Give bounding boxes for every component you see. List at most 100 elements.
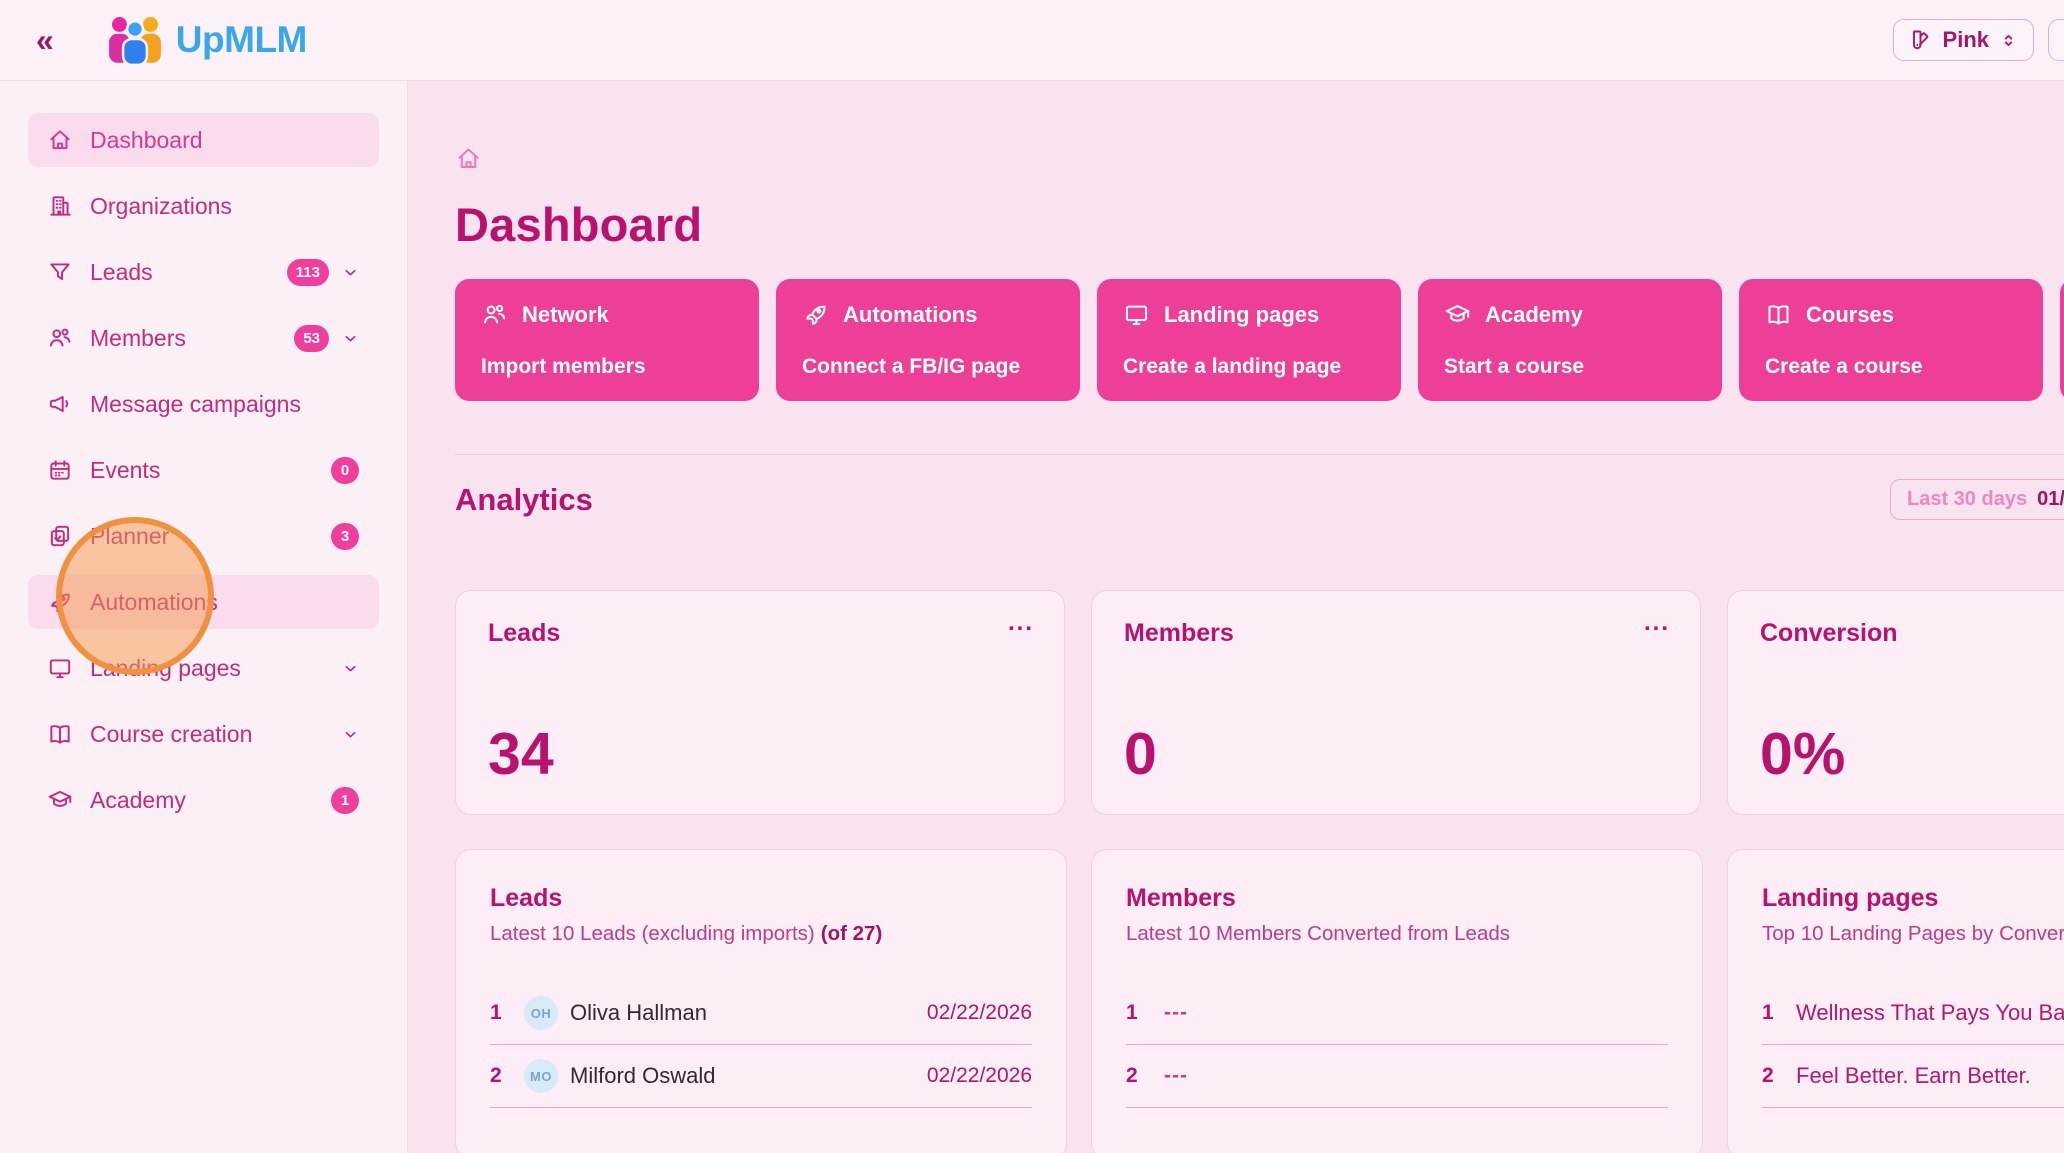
quick-action-landing-pages[interactable]: Landing pages Create a landing page bbox=[1097, 279, 1401, 401]
row-rank: 2 bbox=[1762, 1064, 1774, 1087]
app-logo[interactable]: UpMLM bbox=[106, 14, 307, 66]
sidebar-item-events[interactable]: Events 0 bbox=[28, 443, 379, 497]
monitor-icon bbox=[47, 655, 73, 681]
quick-action-academy[interactable]: Academy Start a course bbox=[1418, 279, 1722, 401]
sidebar-item-message-campaigns[interactable]: Message campaigns bbox=[28, 377, 379, 431]
sidebar-item-label: Leads bbox=[90, 258, 153, 285]
sidebar-item-organizations[interactable]: Organizations bbox=[28, 179, 379, 233]
sidebar-item-dashboard[interactable]: Dashboard bbox=[28, 113, 379, 167]
member-row: 2 --- bbox=[1126, 1045, 1668, 1107]
avatar: OH bbox=[524, 996, 558, 1030]
list-subtitle-text: Top 10 Landing Pages by Convers bbox=[1762, 922, 2064, 945]
chevron-down-icon bbox=[342, 264, 359, 281]
sidebar-item-planner[interactable]: Planner 3 bbox=[28, 509, 379, 563]
list-card-leads: Leads Latest 10 Leads (excluding imports… bbox=[455, 849, 1067, 1153]
events-count-badge: 0 bbox=[331, 456, 359, 484]
avatar: MO bbox=[524, 1059, 558, 1093]
megaphone-icon bbox=[47, 391, 73, 417]
row-divider bbox=[1126, 1107, 1668, 1108]
stat-title: Leads bbox=[488, 619, 561, 647]
analytics-header: Analytics Last 30 days 01/2 bbox=[455, 479, 2064, 520]
card-menu-icon[interactable]: ... bbox=[1007, 609, 1034, 636]
quick-action-subtitle: Create a course bbox=[1765, 355, 1923, 378]
chevron-down-icon bbox=[342, 660, 359, 677]
sidebar-item-landing-pages[interactable]: Landing pages bbox=[28, 641, 379, 695]
list-subtitle: Top 10 Landing Pages by Convers bbox=[1762, 922, 2064, 946]
chevron-down-icon bbox=[342, 330, 359, 347]
sidebar-item-label: Dashboard bbox=[90, 126, 203, 153]
upmlm-people-icon bbox=[106, 14, 164, 66]
topbar-extra-button[interactable] bbox=[2048, 19, 2064, 61]
breadcrumb-home-icon[interactable] bbox=[455, 145, 482, 172]
lead-date: 02/22/2026 bbox=[926, 1064, 1032, 1087]
book-open-icon bbox=[1765, 301, 1792, 328]
quick-action-automations[interactable]: Automations Connect a FB/IG page bbox=[776, 279, 1080, 401]
swatchbook-icon bbox=[1909, 28, 1933, 52]
analytics-lists-row: Leads Latest 10 Leads (excluding imports… bbox=[455, 849, 2064, 1153]
lead-date: 02/22/2026 bbox=[926, 1001, 1032, 1024]
row-rank: 1 bbox=[1126, 1001, 1138, 1024]
page-title: Dashboard bbox=[455, 198, 703, 251]
date-range-selector[interactable]: Last 30 days 01/2 bbox=[1890, 479, 2064, 520]
sidebar-item-label: Message campaigns bbox=[90, 390, 301, 417]
card-menu-icon[interactable]: ... bbox=[1643, 609, 1670, 636]
sidebar-item-label: Events bbox=[90, 456, 161, 483]
users-icon bbox=[47, 325, 73, 351]
quick-action-title: Academy bbox=[1485, 301, 1583, 327]
section-divider bbox=[455, 454, 2064, 455]
list-subtitle-total: (of 27) bbox=[820, 922, 883, 945]
quick-action-title: Automations bbox=[843, 301, 978, 327]
lead-row[interactable]: 2 MO Milford Oswald 02/22/2026 bbox=[490, 1045, 1032, 1107]
sidebar-item-course-creation[interactable]: Course creation bbox=[28, 707, 379, 761]
sidebar-item-members[interactable]: Members 53 bbox=[28, 311, 379, 365]
sidebar-item-academy[interactable]: Academy 1 bbox=[28, 773, 379, 827]
quick-action-subtitle: Start a course bbox=[1444, 355, 1585, 378]
stat-title: Conversion bbox=[1760, 619, 1898, 647]
list-subtitle-text: Latest 10 Members Converted from Leads bbox=[1126, 922, 1510, 945]
row-rank: 2 bbox=[1126, 1064, 1138, 1087]
row-divider bbox=[490, 1107, 1032, 1108]
landing-page-name: Feel Better. Earn Better. bbox=[1796, 1063, 2031, 1088]
stat-card-conversion: Conversion 0% bbox=[1727, 590, 2064, 815]
row-divider bbox=[490, 1044, 1032, 1045]
home-icon bbox=[47, 127, 73, 153]
member-placeholder: --- bbox=[1164, 1064, 1188, 1087]
main-content: Dashboard Network Import members bbox=[408, 81, 2064, 1153]
landing-page-row[interactable]: 1 Wellness That Pays You Back bbox=[1762, 982, 2064, 1044]
sidebar-collapse-button[interactable]: « bbox=[36, 22, 54, 58]
sidebar-item-label: Planner bbox=[90, 522, 170, 549]
list-subtitle: Latest 10 Members Converted from Leads bbox=[1126, 922, 1668, 946]
topbar-actions: Pink bbox=[1892, 19, 2064, 61]
sidebar-item-label: Landing pages bbox=[90, 654, 241, 681]
row-rank: 1 bbox=[490, 1001, 502, 1024]
lead-name: Milford Oswald bbox=[570, 1063, 716, 1088]
chevron-down-icon bbox=[342, 726, 359, 743]
graduation-cap-icon bbox=[1444, 301, 1471, 328]
quick-action-network[interactable]: Network Import members bbox=[455, 279, 759, 401]
landing-page-row[interactable]: 2 Feel Better. Earn Better. bbox=[1762, 1045, 2064, 1107]
sidebar-item-automations[interactable]: Automations bbox=[28, 575, 379, 629]
stat-value: 34 bbox=[488, 721, 554, 787]
quick-action-courses[interactable]: Courses Create a course bbox=[1739, 279, 2043, 401]
list-subtitle-text: Latest 10 Leads (excluding imports) bbox=[490, 922, 815, 945]
lead-row[interactable]: 1 OH Oliva Hallman 02/22/2026 bbox=[490, 982, 1032, 1044]
book-open-icon bbox=[47, 721, 73, 747]
building-icon bbox=[47, 193, 73, 219]
leads-count-badge: 113 bbox=[286, 258, 329, 286]
date-range-label: Last 30 days bbox=[1907, 488, 2028, 510]
calendar-icon bbox=[47, 457, 73, 483]
sidebar-item-label: Members bbox=[90, 324, 186, 351]
monitor-icon bbox=[1123, 301, 1150, 328]
sidebar-item-leads[interactable]: Leads 113 bbox=[28, 245, 379, 299]
quick-action-subtitle: Create a landing page bbox=[1123, 355, 1342, 378]
member-placeholder: --- bbox=[1164, 1001, 1188, 1024]
users-icon bbox=[481, 301, 508, 328]
quick-action-partial[interactable]: C bbox=[2060, 279, 2064, 401]
app-name: UpMLM bbox=[175, 19, 308, 60]
theme-selector-button[interactable]: Pink bbox=[1892, 19, 2034, 61]
date-range-value: 01/2 bbox=[2037, 488, 2064, 510]
row-rank: 2 bbox=[490, 1064, 502, 1087]
row-divider bbox=[1762, 1044, 2064, 1045]
sidebar-item-label: Course creation bbox=[90, 720, 253, 747]
